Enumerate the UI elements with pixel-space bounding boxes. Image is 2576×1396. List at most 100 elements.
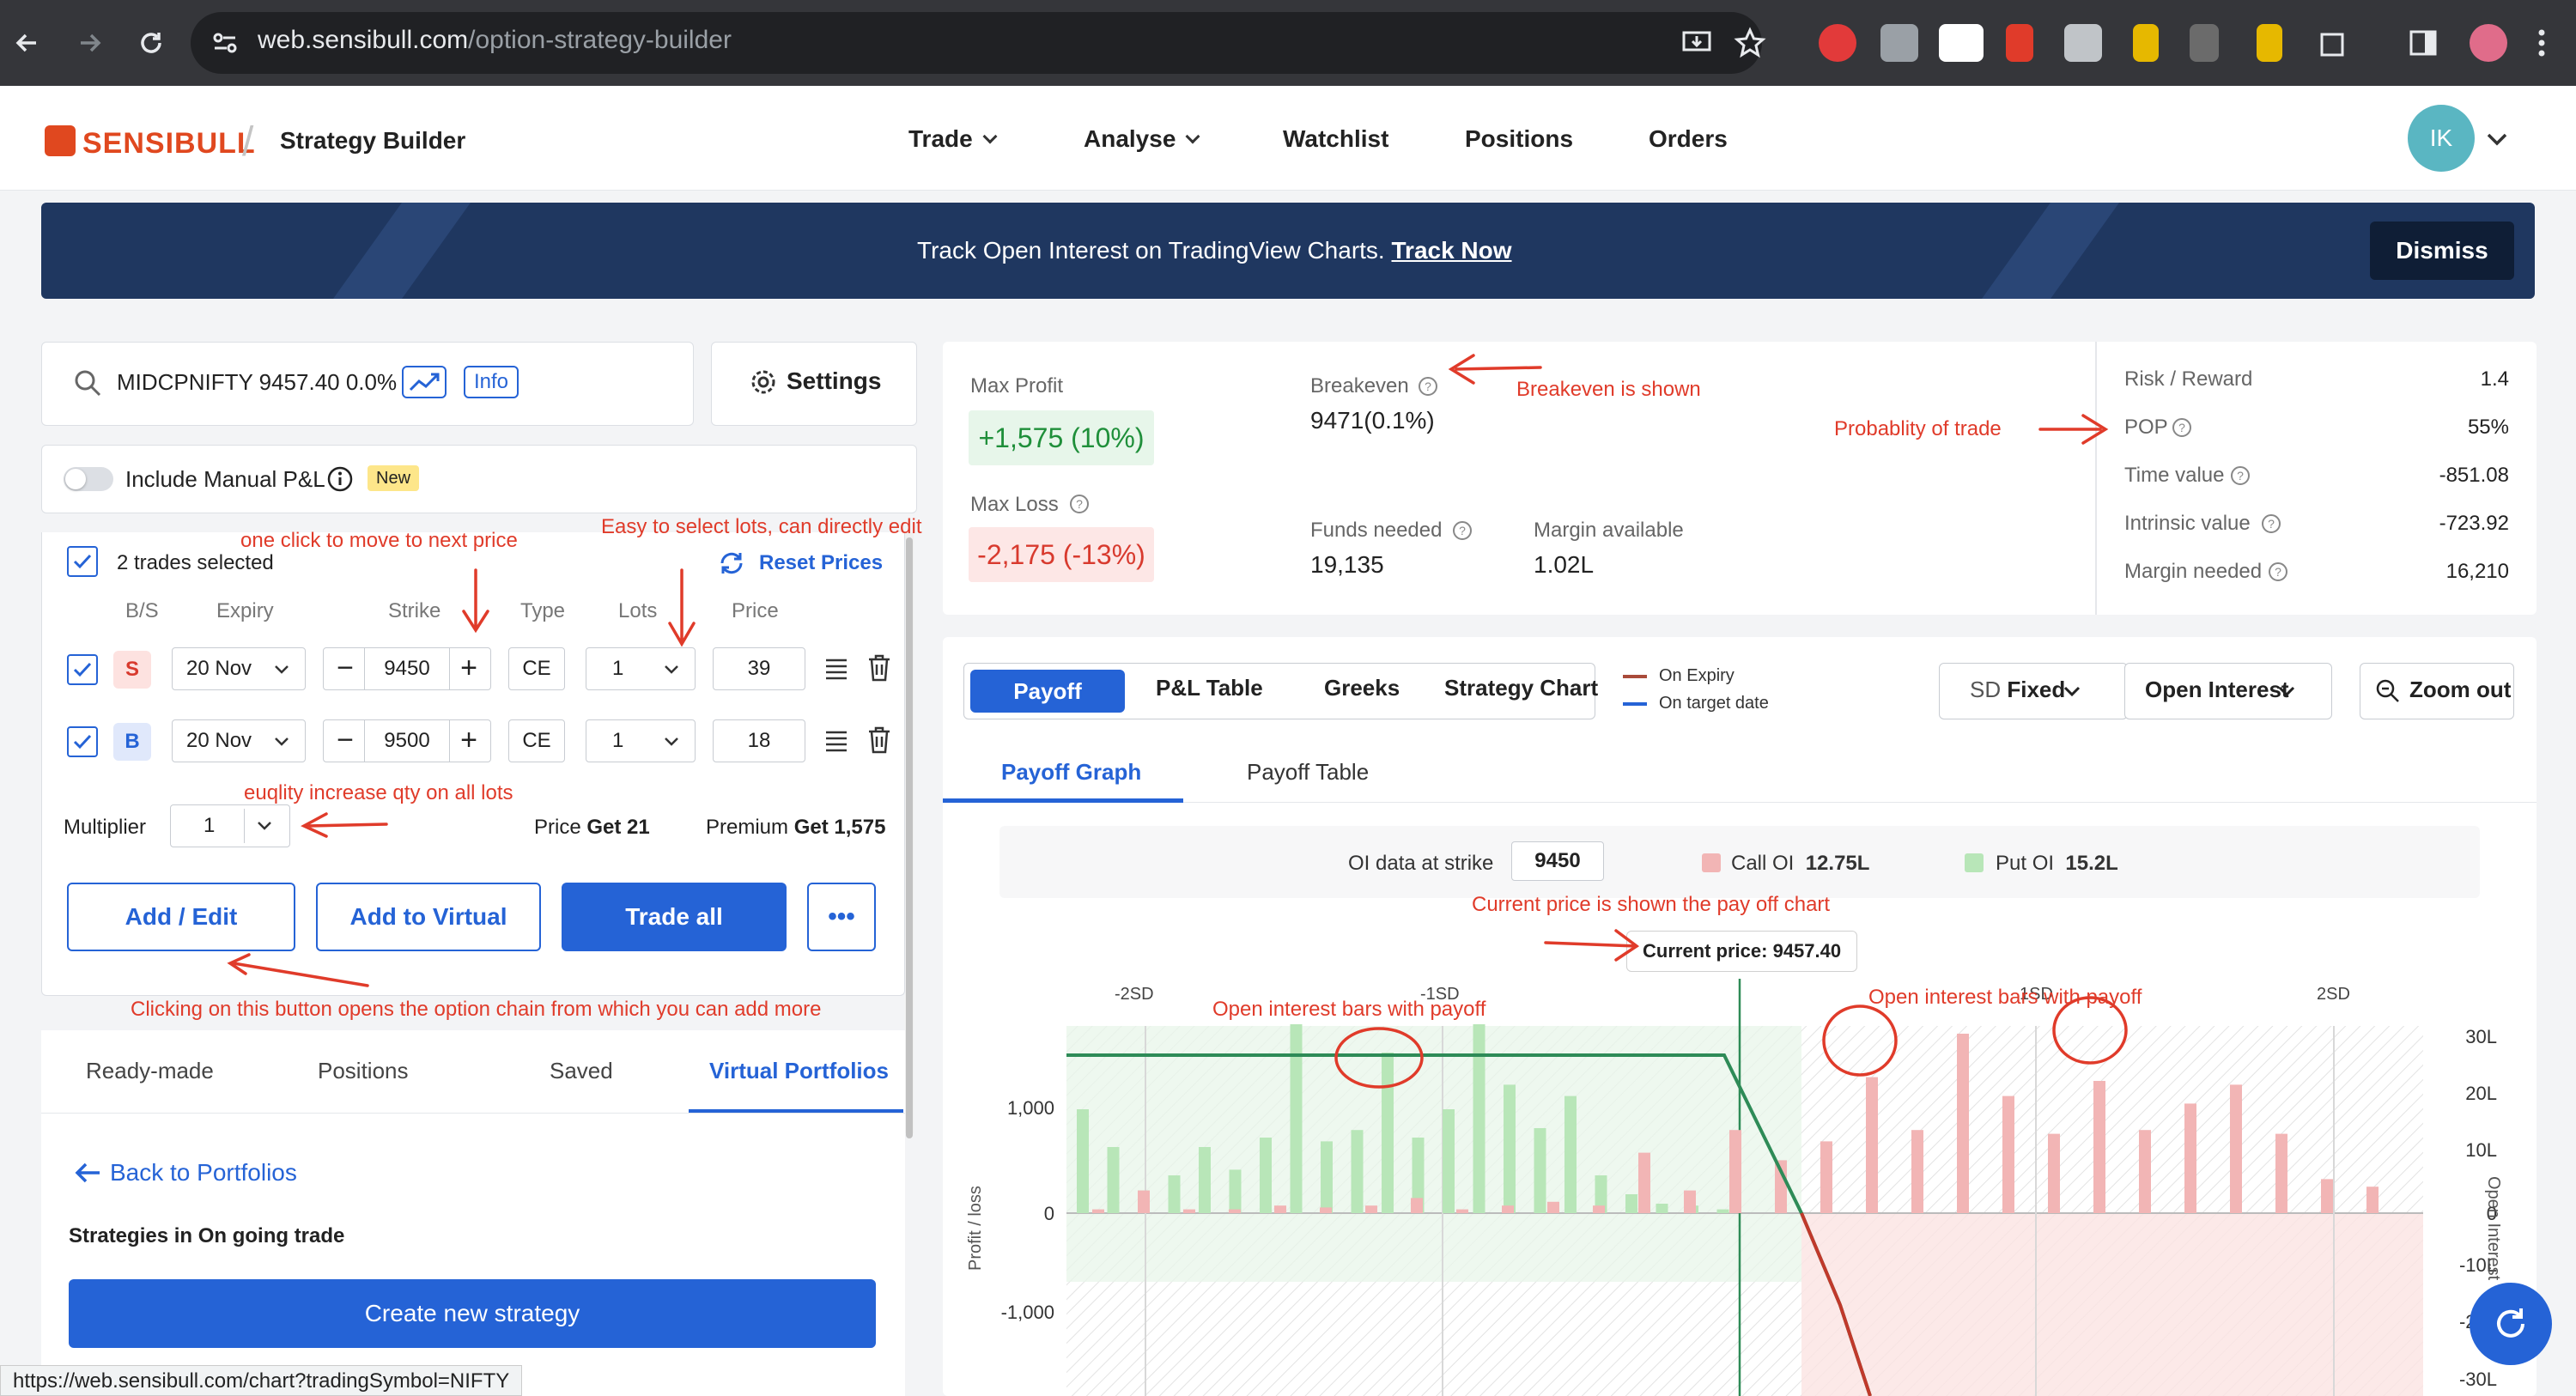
info-button[interactable]: Info [464, 366, 519, 398]
expiry-select[interactable]: 20 Nov [172, 719, 306, 762]
strike-increment-button[interactable]: + [460, 724, 477, 756]
more-options-button[interactable]: ••• [807, 883, 876, 951]
bookmark-star-icon[interactable] [1733, 26, 1767, 60]
info-circle-icon[interactable] [326, 465, 354, 493]
nav-positions[interactable]: Positions [1465, 125, 1574, 152]
put-oi-label: Put OI [1996, 852, 2055, 875]
logo-text[interactable]: SENSIBULL [82, 127, 256, 160]
address-bar[interactable] [191, 12, 1762, 74]
sell-badge[interactable]: S [113, 651, 151, 689]
shield-extension-icon[interactable] [2257, 24, 2282, 62]
create-new-strategy-button[interactable]: Create new strategy [69, 1279, 876, 1348]
forward-arrow-icon[interactable] [72, 26, 106, 60]
help-circle-icon[interactable]: ? [2229, 464, 2251, 487]
help-circle-icon[interactable]: ? [1068, 493, 1091, 515]
back-arrow-icon[interactable] [10, 26, 45, 60]
tab-positions[interactable]: Positions [318, 1058, 409, 1083]
tp-extension-icon[interactable] [2006, 24, 2033, 62]
payoff-chart[interactable]: -2SD -1SD 1SD 2SD 1,000 0 -1,000 Profit … [943, 927, 2537, 1396]
tab-ready-made[interactable]: Ready-made [86, 1058, 214, 1083]
menu-lines-icon[interactable] [823, 728, 850, 754]
help-circle-icon[interactable]: ? [1417, 375, 1439, 398]
nav-watchlist[interactable]: Watchlist [1283, 125, 1389, 152]
dismiss-button[interactable]: Dismiss [2370, 222, 2514, 280]
tab-saved[interactable]: Saved [550, 1058, 613, 1083]
oi-strike-input[interactable]: 9450 [1511, 841, 1604, 881]
price-input[interactable]: 18 [713, 719, 805, 762]
chevron-down-icon[interactable] [2483, 125, 2511, 153]
margin-needed-value: 16,210 [2445, 560, 2509, 583]
sd-select[interactable] [1939, 663, 2128, 719]
seg-pnl-table[interactable]: P&L Table [1156, 675, 1263, 701]
site-settings-icon[interactable] [210, 27, 240, 58]
profile-avatar-icon[interactable] [2470, 24, 2507, 62]
select-all-checkbox[interactable] [67, 546, 98, 577]
premium-value: Get 1,575 [793, 816, 886, 839]
reset-prices-button[interactable]: Reset Prices [759, 551, 884, 574]
strike-decrement-button[interactable]: − [337, 652, 354, 684]
y-tick-right: 0 [2487, 1203, 2497, 1224]
row-checkbox[interactable] [67, 726, 98, 757]
nav-orders[interactable]: Orders [1649, 125, 1728, 152]
help-circle-icon[interactable]: ? [2267, 561, 2289, 583]
strike-input[interactable]: 9450 [364, 647, 450, 690]
put-oi-swatch [1965, 853, 1984, 872]
trash-icon[interactable] [866, 725, 893, 756]
tab-virtual-portfolios[interactable]: Virtual Portfolios [709, 1058, 889, 1083]
search-extension-icon[interactable] [1880, 24, 1918, 62]
instrument-search[interactable] [41, 342, 694, 426]
gear-icon [751, 370, 775, 394]
seg-greeks[interactable]: Greeks [1324, 675, 1400, 701]
seg-payoff[interactable]: Payoff [970, 670, 1125, 713]
buy-badge[interactable]: B [113, 723, 151, 761]
expiry-value: 20 Nov [186, 729, 252, 752]
tab-payoff-table[interactable]: Payoff Table [1247, 759, 1370, 785]
menu-lines-icon[interactable] [823, 656, 850, 682]
adblock-extension-icon[interactable] [1819, 24, 1856, 62]
add-to-virtual-button[interactable]: Add to Virtual [316, 883, 541, 951]
puzzle-extensions-icon[interactable] [2315, 26, 2349, 60]
wallet-extension-icon[interactable] [2064, 24, 2102, 62]
strike-decrement-button[interactable]: − [337, 724, 354, 756]
chart-button[interactable] [402, 366, 447, 398]
active-graph-tab-indicator [943, 798, 1183, 803]
nav-trade[interactable]: Trade [908, 125, 998, 153]
zoom-out-button[interactable] [2360, 663, 2514, 719]
arrow-left-icon[interactable] [70, 1156, 105, 1190]
help-circle-icon[interactable]: ? [1451, 519, 1473, 542]
yellow-extension-icon[interactable] [2133, 24, 2159, 62]
left-scroll-thumb[interactable] [906, 537, 913, 1138]
install-app-icon[interactable] [1680, 26, 1714, 60]
refresh-icon[interactable] [716, 548, 747, 579]
back-to-portfolios-link[interactable]: Back to Portfolios [110, 1159, 297, 1186]
help-circle-icon[interactable]: ? [2260, 513, 2282, 535]
tab-payoff-graph[interactable]: Payoff Graph [1001, 759, 1142, 785]
row-checkbox[interactable] [67, 654, 98, 685]
chrome-menu-icon[interactable] [2533, 26, 2550, 60]
open-interest-select[interactable] [2124, 663, 2332, 719]
lots-select[interactable]: 1 [586, 719, 696, 762]
expiry-select[interactable]: 20 Nov [172, 647, 306, 690]
lwc-extension-icon[interactable] [1939, 24, 1984, 62]
strike-increment-button[interactable]: + [460, 652, 477, 684]
sensibull-logo-icon[interactable] [45, 125, 76, 156]
seg-strategy-chart[interactable]: Strategy Chart [1444, 675, 1599, 701]
nav-analyse[interactable]: Analyse [1084, 125, 1200, 153]
trash-icon[interactable] [866, 652, 893, 683]
put-oi-bar [1229, 1169, 1242, 1213]
settings-button[interactable] [711, 342, 917, 426]
multiplier-select[interactable]: 1 [170, 804, 290, 847]
refresh-fab[interactable] [2470, 1283, 2552, 1365]
side-panel-icon[interactable] [2406, 26, 2440, 60]
user-avatar[interactable]: IK [2408, 105, 2475, 172]
trade-all-button[interactable]: Trade all [562, 883, 787, 951]
leaf-extension-icon[interactable] [2190, 24, 2219, 62]
price-input[interactable]: 39 [713, 647, 805, 690]
call-oi-bar [1684, 1190, 1696, 1213]
help-circle-icon[interactable]: ? [2171, 416, 2193, 439]
add-edit-button[interactable]: Add / Edit [67, 883, 295, 951]
reload-icon[interactable] [134, 26, 168, 60]
track-now-link[interactable]: Track Now [1391, 237, 1512, 264]
strike-input[interactable]: 9500 [364, 719, 450, 762]
lots-select[interactable]: 1 [586, 647, 696, 690]
